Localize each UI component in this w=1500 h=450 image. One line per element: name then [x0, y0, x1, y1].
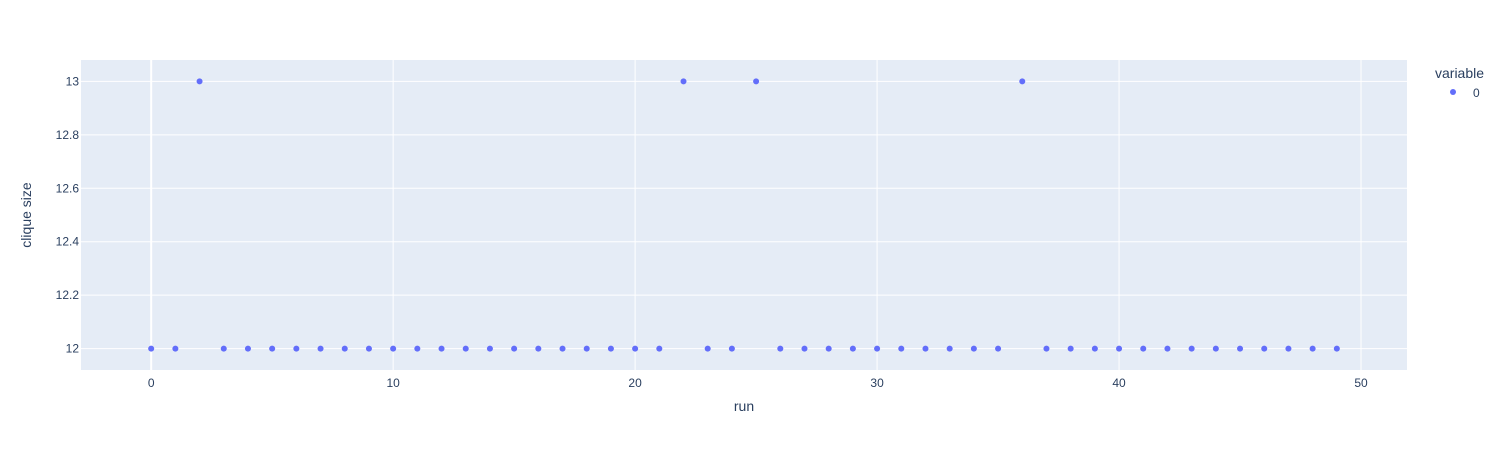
data-point[interactable]	[1116, 345, 1123, 352]
y-tick-label: 13	[66, 74, 80, 88]
data-point[interactable]	[462, 345, 469, 352]
data-point[interactable]	[390, 345, 397, 352]
data-point[interactable]	[632, 345, 639, 352]
x-tick-label: 20	[628, 376, 642, 390]
data-point[interactable]	[825, 345, 832, 352]
y-tick-label: 12.2	[56, 288, 80, 302]
data-point[interactable]	[196, 78, 203, 85]
legend-label: 0	[1473, 86, 1480, 100]
data-point[interactable]	[172, 345, 179, 352]
data-point[interactable]	[486, 345, 493, 352]
data-point[interactable]	[777, 345, 784, 352]
data-point[interactable]	[1067, 345, 1074, 352]
data-point[interactable]	[269, 345, 276, 352]
data-point[interactable]	[656, 345, 663, 352]
data-point[interactable]	[753, 78, 760, 85]
data-point[interactable]	[607, 345, 614, 352]
data-point[interactable]	[535, 345, 542, 352]
data-point[interactable]	[1309, 345, 1316, 352]
data-point[interactable]	[1164, 345, 1171, 352]
data-point[interactable]	[849, 345, 856, 352]
data-point[interactable]	[704, 345, 711, 352]
data-point[interactable]	[414, 345, 421, 352]
data-point[interactable]	[1237, 345, 1244, 352]
data-point[interactable]	[365, 345, 372, 352]
data-point[interactable]	[970, 345, 977, 352]
x-axis-ticks: 0 10 20 30 40 50	[148, 376, 1368, 390]
plot-background	[81, 60, 1407, 370]
legend-marker	[1450, 89, 1456, 95]
y-tick-label: 12.4	[56, 235, 80, 249]
data-point[interactable]	[341, 345, 348, 352]
data-point[interactable]	[922, 345, 929, 352]
data-point[interactable]	[1212, 345, 1219, 352]
x-tick-label: 50	[1354, 376, 1368, 390]
data-point[interactable]	[898, 345, 905, 352]
y-tick-label: 12.8	[56, 128, 80, 142]
x-tick-label: 40	[1112, 376, 1126, 390]
x-tick-label: 30	[870, 376, 884, 390]
y-axis-title: clique size	[18, 182, 34, 248]
data-point[interactable]	[680, 78, 687, 85]
data-point[interactable]	[559, 345, 566, 352]
grid-lines	[81, 60, 1407, 370]
legend-title: variable	[1435, 65, 1484, 81]
data-point[interactable]	[511, 345, 518, 352]
data-point[interactable]	[1333, 345, 1340, 352]
data-point[interactable]	[438, 345, 445, 352]
data-point[interactable]	[1188, 345, 1195, 352]
data-point[interactable]	[1091, 345, 1098, 352]
x-tick-label: 0	[148, 376, 155, 390]
data-point[interactable]	[874, 345, 881, 352]
data-point[interactable]	[293, 345, 300, 352]
data-point[interactable]	[946, 345, 953, 352]
data-point[interactable]	[1285, 345, 1292, 352]
data-point[interactable]	[317, 345, 324, 352]
data-point[interactable]	[583, 345, 590, 352]
y-tick-label: 12	[66, 342, 80, 356]
y-tick-label: 12.6	[56, 181, 80, 195]
x-axis-title: run	[734, 398, 754, 414]
x-tick-label: 10	[386, 376, 400, 390]
data-point[interactable]	[728, 345, 735, 352]
data-point[interactable]	[995, 345, 1002, 352]
data-point[interactable]	[220, 345, 227, 352]
data-point[interactable]	[801, 345, 808, 352]
data-point[interactable]	[1140, 345, 1147, 352]
y-axis-ticks: 12 12.2 12.4 12.6 12.8 13	[56, 74, 80, 355]
data-point[interactable]	[1261, 345, 1268, 352]
data-point[interactable]	[148, 345, 155, 352]
data-point[interactable]	[1043, 345, 1050, 352]
data-point[interactable]	[1019, 78, 1026, 85]
legend[interactable]: variable 0	[1435, 65, 1484, 100]
scatter-points	[148, 78, 1340, 352]
data-point[interactable]	[244, 345, 251, 352]
